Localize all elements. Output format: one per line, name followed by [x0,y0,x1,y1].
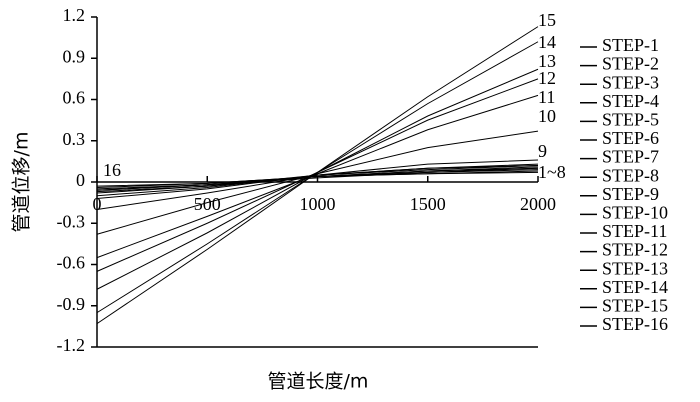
series-line [96,94,539,259]
legend-label: STEP-4 [602,91,659,111]
line-annotation: 1~8 [538,162,566,182]
series-line [96,26,539,325]
legend-label: STEP-12 [602,240,668,260]
legend-label: STEP-1 [602,35,659,55]
line-annotation: 15 [538,10,556,30]
x-axis-title: 管道长度/m [268,371,369,393]
legend-label: STEP-10 [602,203,668,223]
y-axis-title: 管道位移/m [11,132,33,233]
y-tick-label: -1.2 [57,335,86,355]
y-tick-label: 0.6 [63,88,86,108]
legend-label: STEP-9 [602,184,659,204]
legend-label: STEP-6 [602,128,659,148]
series-line [96,159,539,210]
legend-label: STEP-14 [602,277,668,297]
line-annotation: 16 [103,160,121,180]
x-tick-label: 0 [93,194,102,214]
x-tick-label: 1000 [300,194,336,214]
legend-label: STEP-16 [602,314,668,334]
y-tick-label: 0 [76,170,85,190]
y-tick-label: -0.9 [57,294,86,314]
legend-label: STEP-11 [602,221,667,241]
x-tick-label: 500 [194,194,221,214]
y-tick-label: -0.6 [57,253,86,273]
legend-label: STEP-2 [602,54,659,74]
y-tick-label: 0.9 [63,46,86,66]
legend-label: STEP-7 [602,147,659,167]
x-tick-label: 2000 [520,194,556,214]
line-annotation: 14 [538,32,556,52]
series-line [96,167,539,191]
line-annotation: 9 [538,141,547,161]
y-tick-label: 0.3 [63,129,86,149]
line-annotation: 13 [538,51,556,71]
line-annotation: 11 [538,87,555,107]
line-annotation: 12 [538,68,556,88]
legend-label: STEP-3 [602,72,659,92]
y-tick-label: -0.3 [57,211,86,231]
line-annotation: 10 [538,106,556,126]
legend-label: STEP-5 [602,110,659,130]
y-tick-label: 1.2 [63,5,86,25]
legend-label: STEP-13 [602,258,668,278]
legend-label: STEP-8 [602,165,659,185]
x-tick-label: 1500 [410,194,446,214]
legend-label: STEP-15 [602,296,668,316]
